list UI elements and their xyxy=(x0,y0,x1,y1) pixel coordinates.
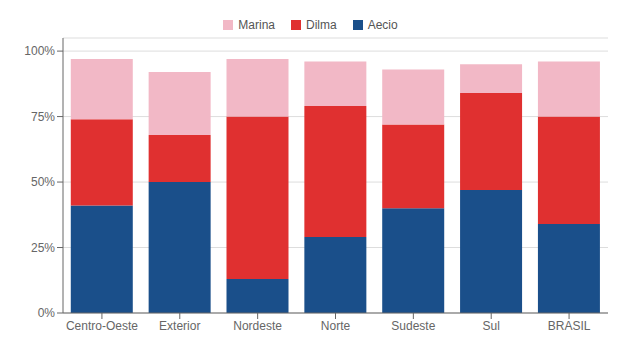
svg-text:50%: 50% xyxy=(31,175,55,189)
svg-text:Centro-Oeste: Centro-Oeste xyxy=(66,319,138,333)
svg-text:Sudeste: Sudeste xyxy=(391,319,435,333)
svg-text:Nordeste: Nordeste xyxy=(233,319,282,333)
svg-text:Exterior: Exterior xyxy=(159,319,200,333)
svg-text:0%: 0% xyxy=(38,306,56,320)
svg-text:Sul: Sul xyxy=(483,319,500,333)
svg-text:75%: 75% xyxy=(31,110,55,124)
svg-text:25%: 25% xyxy=(31,241,55,255)
svg-text:100%: 100% xyxy=(24,44,55,58)
html-text:Dilma: Dilma xyxy=(306,18,337,32)
svg-text:BRASIL: BRASIL xyxy=(548,319,591,333)
html-text:Aecio: Aecio xyxy=(367,18,398,32)
svg-text:Norte: Norte xyxy=(321,319,351,333)
html-text:Marina: Marina xyxy=(238,18,275,32)
